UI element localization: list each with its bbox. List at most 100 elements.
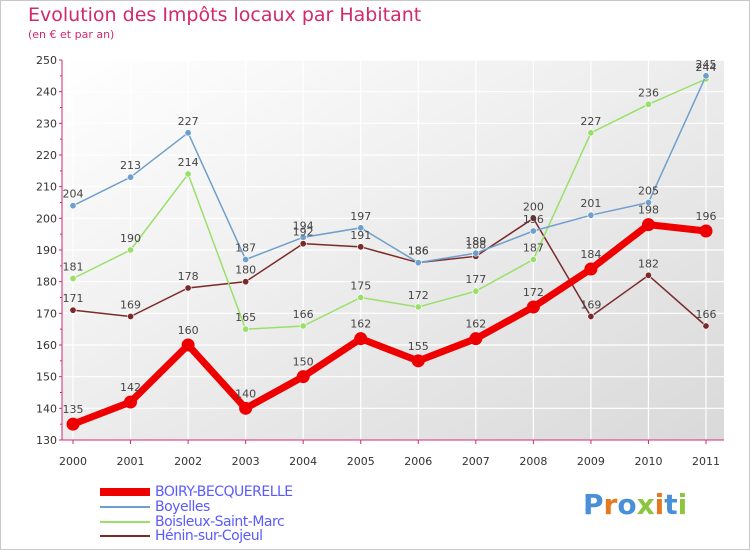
data-label-boiry-becquerelle: 198: [638, 204, 659, 217]
data-point-henin-sur-cojeul: [127, 312, 135, 320]
legend-item-henin-sur-cojeul: Hénin-sur-Cojeul: [100, 528, 460, 544]
data-label-boisleux-saint-marc: 187: [523, 242, 544, 255]
data-point-boyelles: [357, 224, 365, 232]
data-label-boiry-becquerelle: 150: [293, 356, 314, 369]
data-label-boisleux-saint-marc: 214: [178, 156, 199, 169]
data-point-boyelles: [414, 259, 422, 267]
logo-letter: i: [654, 488, 665, 521]
data-point-boisleux-saint-marc: [414, 303, 422, 311]
data-point-boiry-becquerelle: [526, 300, 540, 314]
data-point-boiry-becquerelle: [411, 354, 425, 368]
data-label-boisleux-saint-marc: 236: [638, 86, 659, 99]
y-tick-label: 160: [36, 339, 57, 352]
x-tick-label: 2002: [174, 455, 202, 468]
legend-label: Boisleux-Saint-Marc: [155, 514, 285, 530]
data-label-boiry-becquerelle: 162: [350, 318, 371, 331]
data-point-boyelles: [299, 233, 307, 241]
data-label-henin-sur-cojeul: 191: [350, 229, 371, 242]
legend-label: Hénin-sur-Cojeul: [155, 528, 263, 544]
x-tick-label: 2008: [519, 455, 547, 468]
data-point-boisleux-saint-marc: [184, 170, 192, 178]
data-label-boisleux-saint-marc: 190: [120, 232, 141, 245]
logo-letter: P: [583, 488, 604, 521]
chart-title: Evolution des Impôts locaux par Habitant: [28, 4, 422, 26]
data-label-boiry-becquerelle: 196: [696, 210, 717, 223]
legend-label: BOIRY-BECQUERELLE: [155, 484, 293, 500]
data-label-henin-sur-cojeul: 166: [696, 308, 717, 321]
data-label-boiry-becquerelle: 172: [523, 286, 544, 299]
legend-swatch: [100, 506, 150, 508]
proxiti-logo: Proxiti: [583, 488, 687, 521]
data-point-boisleux-saint-marc: [357, 293, 365, 301]
data-label-boiry-becquerelle: 140: [235, 387, 256, 400]
data-label-boyelles: 204: [63, 188, 84, 201]
data-point-henin-sur-cojeul: [184, 284, 192, 292]
data-label-boisleux-saint-marc: 165: [235, 311, 256, 324]
data-point-boisleux-saint-marc: [472, 287, 480, 295]
data-label-henin-sur-cojeul: 180: [235, 264, 256, 277]
data-point-boiry-becquerelle: [124, 395, 138, 409]
y-tick-label: 190: [36, 244, 57, 257]
data-label-boyelles: 213: [120, 159, 141, 172]
data-point-henin-sur-cojeul: [587, 312, 595, 320]
data-point-boiry-becquerelle: [354, 332, 368, 346]
data-point-boyelles: [587, 211, 595, 219]
data-label-boisleux-saint-marc: 166: [293, 308, 314, 321]
y-tick-label: 150: [36, 371, 57, 384]
logo-letter: o: [617, 488, 637, 521]
data-point-boyelles: [69, 202, 77, 210]
y-tick-label: 210: [36, 181, 57, 194]
data-point-boyelles: [184, 129, 192, 137]
series-line-boyelles: [72, 75, 707, 264]
logo-letter: t: [664, 488, 678, 521]
x-tick-label: 2003: [232, 455, 260, 468]
logo-letter: i: [677, 488, 688, 521]
series-line-boisleux-saint-marc: [72, 78, 707, 330]
data-label-boyelles: 197: [350, 210, 371, 223]
data-label-henin-sur-cojeul: 169: [580, 299, 601, 312]
data-label-boiry-becquerelle: 142: [120, 381, 141, 394]
data-label-boiry-becquerelle: 135: [63, 403, 84, 416]
x-tick-label: 2001: [117, 455, 145, 468]
axes: 130 140 150 160 170 180 190 200 210 220 230 240 250 2…: [36, 54, 724, 468]
x-tick-label: 2005: [347, 455, 375, 468]
data-label-henin-sur-cojeul: 182: [638, 257, 659, 270]
data-label-henin-sur-cojeul: 178: [178, 270, 199, 283]
data-point-boisleux-saint-marc: [127, 246, 135, 254]
y-tick-label: 250: [36, 54, 57, 67]
legend-label: Boyelles: [155, 499, 210, 515]
data-point-boisleux-saint-marc: [299, 322, 307, 330]
data-point-boiry-becquerelle: [641, 218, 655, 232]
data-point-boiry-becquerelle: [699, 224, 713, 238]
x-tick-label: 2006: [404, 455, 432, 468]
data-label-boyelles: 189: [465, 235, 486, 248]
data-point-boiry-becquerelle: [296, 370, 310, 384]
chart-subtitle: (en € et par an): [28, 28, 115, 41]
y-tick-label: 130: [36, 434, 57, 447]
data-point-henin-sur-cojeul: [69, 306, 77, 314]
data-point-henin-sur-cojeul: [644, 271, 652, 279]
data-point-boisleux-saint-marc: [587, 129, 595, 137]
data-point-boyelles: [242, 255, 250, 263]
x-tick-label: 2000: [59, 455, 87, 468]
x-tick-label: 2004: [289, 455, 317, 468]
data-point-boyelles: [127, 173, 135, 181]
x-tick-label: 2010: [634, 455, 662, 468]
data-point-boisleux-saint-marc: [242, 325, 250, 333]
data-label-boiry-becquerelle: 160: [178, 324, 199, 337]
data-label-boiry-becquerelle: 162: [465, 318, 486, 331]
data-point-boyelles: [472, 249, 480, 257]
data-point-boiry-becquerelle: [181, 338, 195, 352]
data-label-boyelles: 205: [638, 185, 659, 198]
series-line-boiry-becquerelle: [71, 221, 707, 428]
series-line-henin-sur-cojeul: [72, 217, 707, 327]
logo-letter: x: [636, 488, 655, 521]
y-tick-label: 230: [36, 117, 57, 130]
data-point-boyelles: [529, 227, 537, 235]
data-point-boisleux-saint-marc: [529, 255, 537, 263]
data-label-boyelles: 201: [580, 197, 601, 210]
data-label-boyelles: 187: [235, 242, 256, 255]
legend-item-boyelles: Boyelles: [100, 499, 460, 515]
y-tick-label: 200: [36, 212, 57, 225]
